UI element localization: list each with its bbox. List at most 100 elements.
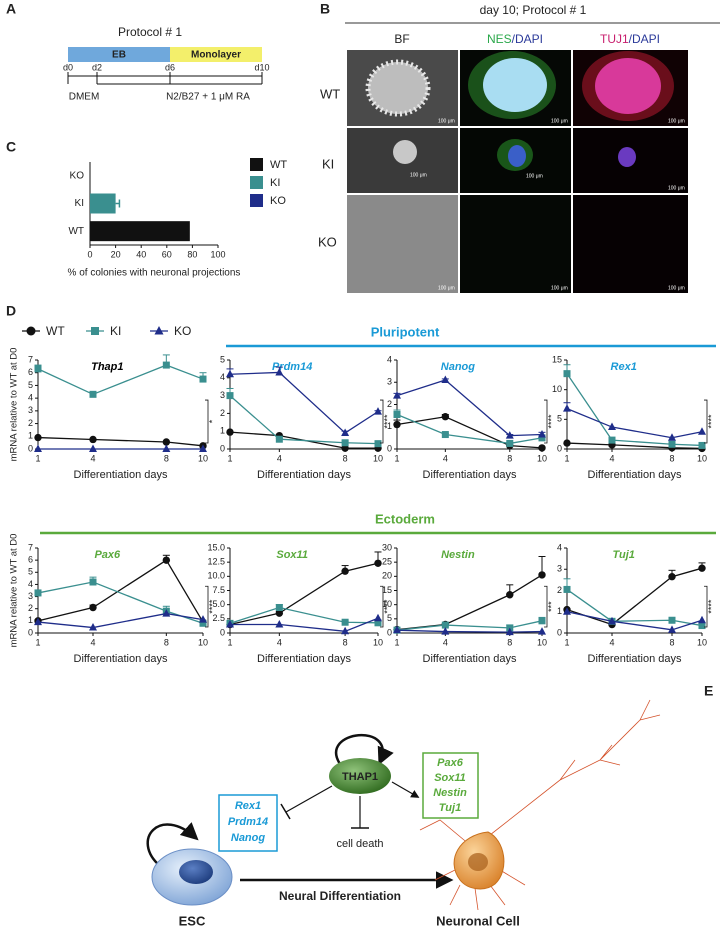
chart-title: Prdm14 (272, 361, 312, 373)
marker (226, 369, 234, 378)
y-tick-label: 25 (382, 557, 392, 567)
scale-bar: 100 μm (668, 185, 685, 191)
y-tick-label: 15.0 (207, 542, 225, 552)
y-tick-label: 2 (28, 603, 33, 613)
stage-bar (170, 47, 262, 62)
series-line (396, 620, 543, 631)
y-tick-label: 7 (28, 354, 33, 364)
gene-label: Nestin (433, 787, 467, 799)
self-loop (146, 822, 199, 867)
marker (441, 413, 450, 421)
medium-label: N2/B27 + 1 μM RA (166, 92, 250, 103)
significance-bracket (205, 399, 209, 444)
y-tick-label: 12.5 (207, 557, 225, 567)
line-chart: 0 5 10 15 1 4 8 10 Differentiation days Rex1 **** (552, 354, 716, 481)
series-line (229, 431, 378, 449)
marker (275, 609, 284, 617)
marker (668, 572, 676, 581)
day-label: d2 (92, 62, 102, 72)
activate-arrow (391, 781, 420, 798)
marker (34, 433, 42, 442)
marker (34, 589, 42, 597)
marker (563, 404, 571, 412)
gene-label: Rex1 (235, 800, 261, 812)
x-tick-label: 8 (669, 637, 674, 647)
colony (508, 145, 526, 167)
marker (374, 440, 382, 448)
y-tick-label: 3 (220, 390, 225, 400)
gene-box (218, 794, 278, 852)
significance: **** (382, 599, 392, 614)
x-tick-label: 8 (164, 637, 169, 647)
marker (162, 444, 171, 452)
legend-label: KO (174, 324, 191, 338)
marker (668, 616, 676, 624)
chart-title: Sox11 (276, 549, 308, 561)
colony (618, 147, 636, 167)
marker (374, 619, 382, 627)
marker (226, 428, 234, 436)
marker (226, 392, 234, 400)
panel-label: C (6, 139, 16, 155)
chart-title: Tuj1 (612, 549, 634, 561)
x-tick-label: 4 (443, 453, 448, 463)
y-tick-label: 5 (557, 414, 562, 424)
marker (441, 621, 449, 629)
process-label: Neural Differentiation (279, 889, 401, 903)
x-tick-label: 10 (537, 453, 547, 463)
marker (226, 620, 234, 628)
marker (374, 559, 382, 567)
marker (668, 433, 676, 441)
legend-marker (91, 327, 99, 335)
x-tick-label: 10 (373, 637, 383, 647)
legend-marker (154, 326, 164, 335)
y-tick-label: 7 (28, 542, 33, 552)
node-label: THAP1 (342, 771, 378, 783)
marker (698, 441, 706, 449)
marker (199, 375, 207, 383)
y-tick-label: 15 (382, 585, 392, 595)
significance: **** (706, 414, 716, 429)
marker (608, 422, 616, 431)
legend-swatch (250, 194, 263, 207)
series-line (396, 416, 543, 449)
x-tick-label: 8 (669, 453, 674, 463)
marker (89, 603, 97, 612)
marker (199, 619, 207, 627)
scale-bar: 100 μm (410, 172, 427, 178)
x-tick-label: 4 (609, 637, 614, 647)
x-tick-label: 20 (111, 249, 121, 259)
marker (538, 430, 546, 438)
significance-bracket (544, 585, 548, 628)
marker (341, 567, 349, 575)
y-tick-label: KI (75, 198, 84, 209)
micrograph (460, 195, 571, 293)
y-tick-label: 3 (28, 591, 33, 601)
marker (89, 435, 97, 444)
significance-bracket (704, 399, 708, 444)
legend-marker (26, 326, 36, 336)
imaging-title: day 10; Protocol # 1 (480, 3, 587, 17)
marker (668, 440, 676, 448)
marker (34, 444, 42, 452)
column-header: NES/DAPI (487, 32, 543, 46)
x-tick-label: 8 (343, 453, 348, 463)
panel-label: D (6, 303, 16, 319)
marker (563, 370, 571, 378)
marker (341, 626, 350, 635)
marker (505, 627, 514, 636)
x-tick-label: 4 (277, 637, 282, 647)
series-line (566, 408, 703, 439)
x-tick-label: 10 (198, 453, 208, 463)
y-tick-label: 2 (557, 585, 562, 595)
x-tick-label: 1 (564, 637, 569, 647)
group-title: Pluripotent (371, 324, 440, 339)
marker (34, 365, 42, 373)
y-tick-label: 0 (220, 627, 225, 637)
marker (563, 439, 571, 447)
x-axis-title: Differentiation days (74, 469, 168, 481)
marker (34, 617, 42, 626)
significance-bracket (544, 399, 548, 444)
